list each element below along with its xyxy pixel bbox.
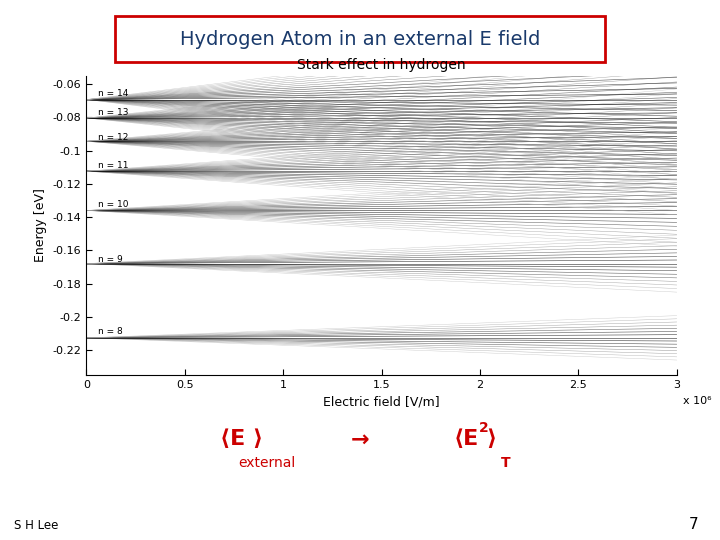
Title: Stark effect in hydrogen: Stark effect in hydrogen	[297, 58, 466, 72]
Text: ⟨E ⟩: ⟨E ⟩	[220, 429, 263, 449]
Text: 2: 2	[479, 421, 489, 435]
Y-axis label: Energy [eV]: Energy [eV]	[34, 188, 47, 262]
Text: n = 8: n = 8	[98, 327, 123, 336]
Text: external: external	[238, 456, 295, 470]
Text: S H Lee: S H Lee	[14, 519, 59, 532]
Text: n = 12: n = 12	[98, 132, 129, 141]
Text: ⟩: ⟩	[486, 429, 496, 449]
Text: Hydrogen Atom in an external E field: Hydrogen Atom in an external E field	[180, 30, 540, 49]
Text: x 10⁶: x 10⁶	[683, 396, 711, 406]
Text: n = 14: n = 14	[98, 89, 129, 98]
Text: n = 13: n = 13	[98, 107, 129, 117]
Text: →: →	[351, 429, 369, 449]
FancyBboxPatch shape	[115, 16, 605, 62]
Text: n = 11: n = 11	[98, 161, 129, 170]
Text: n = 9: n = 9	[98, 254, 123, 264]
X-axis label: Electric field [V/m]: Electric field [V/m]	[323, 396, 440, 409]
Text: 7: 7	[689, 517, 698, 532]
Text: T: T	[500, 456, 510, 470]
Text: n = 10: n = 10	[98, 200, 129, 209]
Text: ⟨E: ⟨E	[454, 429, 479, 449]
